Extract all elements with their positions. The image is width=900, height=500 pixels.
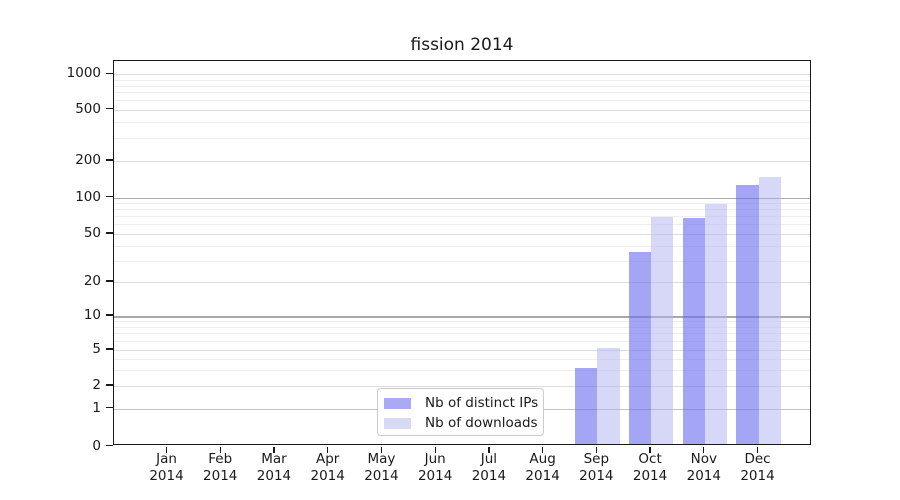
y-tick-mark bbox=[105, 72, 113, 74]
x-tick-mark bbox=[595, 446, 597, 453]
legend-item-downloads: Nb of downloads bbox=[378, 413, 543, 433]
x-tick-label: Jul 2014 bbox=[471, 451, 507, 484]
x-tick-label: Feb 2014 bbox=[203, 451, 238, 484]
y-tick-label: 20 bbox=[83, 273, 101, 289]
minor-gridline bbox=[114, 216, 810, 218]
y-tick-mark bbox=[105, 280, 113, 282]
y-tick-label: 1000 bbox=[66, 65, 101, 82]
x-tick-label: Oct 2014 bbox=[632, 451, 668, 484]
minor-gridline bbox=[114, 321, 810, 323]
major-gridline bbox=[114, 234, 810, 235]
y-tick-mark bbox=[105, 107, 113, 110]
bar-nov-distinct-ips bbox=[682, 217, 705, 444]
legend-swatch-downloads-icon bbox=[384, 417, 411, 429]
y-tick-mark bbox=[105, 195, 113, 198]
chart-title: fission 2014 bbox=[410, 35, 514, 55]
x-tick-mark bbox=[165, 446, 168, 453]
x-tick-mark bbox=[703, 446, 705, 453]
minor-gridline bbox=[114, 92, 810, 94]
x-tick-mark bbox=[541, 446, 544, 453]
x-tick-label: Sep 2014 bbox=[579, 451, 614, 484]
minor-gridline bbox=[114, 333, 810, 335]
x-tick-mark bbox=[649, 446, 651, 453]
y-tick-mark bbox=[105, 444, 113, 447]
legend-item-distinct-ips: Nb of distinct IPs bbox=[378, 393, 543, 413]
minor-gridline bbox=[114, 224, 810, 226]
y-tick-mark bbox=[105, 314, 113, 316]
bar-sep-downloads bbox=[597, 347, 620, 444]
minor-gridline bbox=[114, 370, 810, 372]
y-tick-label: 5 bbox=[92, 341, 101, 357]
y-tick-mark bbox=[105, 232, 113, 234]
bar-sep-distinct-ips bbox=[575, 367, 598, 444]
bar-dec-downloads bbox=[758, 177, 781, 444]
minor-gridline bbox=[114, 260, 810, 262]
y-tick-label: 50 bbox=[83, 225, 101, 241]
minor-gridline bbox=[114, 100, 810, 102]
bar-oct-distinct-ips bbox=[628, 251, 652, 444]
major-gridline bbox=[114, 282, 810, 283]
major-gridline bbox=[114, 386, 810, 387]
legend: Nb of distinct IPs Nb of downloads bbox=[377, 388, 544, 436]
y-tick-mark bbox=[105, 348, 113, 350]
y-tick-label: 200 bbox=[75, 152, 101, 168]
y-tick-mark bbox=[105, 159, 113, 161]
major-gridline bbox=[114, 74, 810, 76]
minor-gridline bbox=[114, 122, 810, 124]
y-tick-mark bbox=[105, 407, 113, 409]
x-tick-label: May 2014 bbox=[364, 451, 399, 484]
bar-nov-downloads bbox=[704, 203, 728, 444]
x-tick-mark bbox=[380, 446, 383, 453]
minor-gridline bbox=[114, 138, 810, 140]
y-tick-label: 2 bbox=[92, 377, 101, 393]
x-tick-mark bbox=[488, 446, 490, 453]
x-tick-label: Mar 2014 bbox=[256, 451, 292, 484]
legend-label-downloads: Nb of downloads bbox=[425, 415, 538, 431]
x-tick-mark bbox=[219, 446, 221, 453]
y-tick-label: 0 bbox=[92, 437, 101, 454]
x-tick-label: Nov 2014 bbox=[686, 451, 721, 484]
minor-gridline bbox=[114, 203, 810, 205]
major-gridline bbox=[114, 197, 810, 199]
x-tick-label: Jan 2014 bbox=[149, 451, 184, 484]
x-tick-label: Jun 2014 bbox=[417, 451, 453, 484]
major-gridline bbox=[114, 161, 810, 162]
bar-oct-downloads bbox=[651, 216, 674, 444]
major-gridline bbox=[114, 316, 810, 318]
y-tick-label: 1 bbox=[92, 399, 101, 416]
y-tick-mark bbox=[105, 384, 113, 386]
major-gridline bbox=[114, 350, 810, 351]
x-tick-mark bbox=[273, 446, 275, 453]
minor-gridline bbox=[114, 245, 810, 247]
minor-gridline bbox=[114, 85, 810, 87]
y-tick-label: 500 bbox=[75, 100, 101, 117]
x-tick-label: Dec 2014 bbox=[740, 451, 775, 484]
minor-gridline bbox=[114, 209, 810, 211]
bar-dec-distinct-ips bbox=[736, 185, 759, 444]
minor-gridline bbox=[114, 79, 810, 81]
x-tick-mark bbox=[327, 446, 329, 453]
y-tick-label: 100 bbox=[75, 188, 101, 205]
x-tick-mark bbox=[756, 446, 759, 453]
x-tick-mark bbox=[434, 446, 436, 453]
minor-gridline bbox=[114, 326, 810, 328]
minor-gridline bbox=[114, 358, 810, 360]
plot-area bbox=[113, 60, 811, 445]
x-tick-label: Apr 2014 bbox=[310, 451, 345, 484]
legend-swatch-distinct-ips-icon bbox=[384, 397, 411, 409]
legend-label-distinct-ips: Nb of distinct IPs bbox=[425, 395, 539, 411]
major-gridline bbox=[114, 109, 810, 111]
minor-gridline bbox=[114, 341, 810, 343]
y-tick-label: 10 bbox=[83, 307, 101, 323]
x-tick-label: Aug 2014 bbox=[525, 451, 560, 484]
